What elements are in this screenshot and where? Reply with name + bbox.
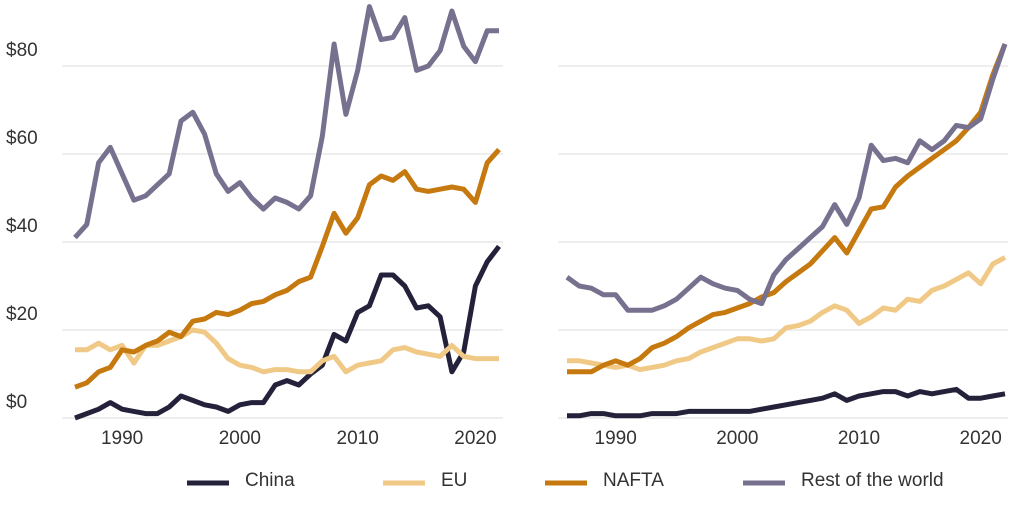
series-line bbox=[567, 43, 1008, 375]
x-tick-label: 2000 bbox=[716, 428, 758, 449]
legend-label: Rest of the world bbox=[801, 470, 944, 491]
y-tick-label: $80 bbox=[6, 40, 38, 61]
series-line bbox=[74, 147, 501, 390]
x-tick-label: 2020 bbox=[454, 428, 496, 449]
x-tick-label: 2020 bbox=[960, 428, 1002, 449]
x-tick-label: 1990 bbox=[101, 428, 143, 449]
series-line bbox=[567, 386, 1006, 419]
series-line bbox=[74, 244, 501, 421]
y-tick-label: $0 bbox=[6, 392, 27, 413]
x-tick-label: 2010 bbox=[337, 428, 379, 449]
x-tick-label: 1990 bbox=[595, 428, 637, 449]
legend-label: NAFTA bbox=[603, 470, 664, 491]
series-line bbox=[565, 43, 1008, 313]
x-tick-label: 2010 bbox=[838, 428, 880, 449]
series-line bbox=[567, 255, 1007, 373]
x-tick-label: 2000 bbox=[219, 428, 261, 449]
y-tick-label: $40 bbox=[6, 216, 38, 237]
y-tick-label: $20 bbox=[6, 304, 38, 325]
legend-label: China bbox=[245, 470, 295, 491]
legend-label: EU bbox=[441, 470, 467, 491]
y-tick-label: $60 bbox=[6, 128, 38, 149]
series-line bbox=[73, 4, 499, 240]
